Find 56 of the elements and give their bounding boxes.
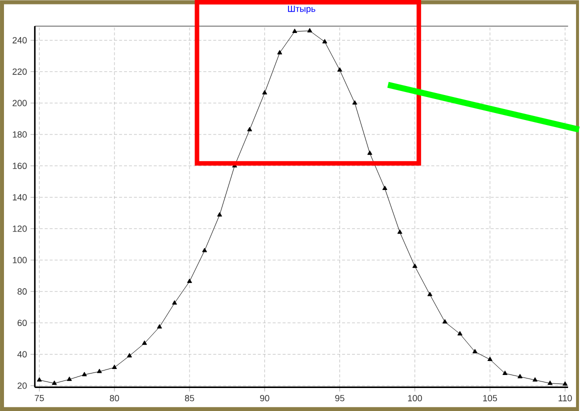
x-tick-label: 100 (408, 394, 422, 402)
y-tick-label: 220 (12, 68, 27, 75)
y-tick-label: 200 (12, 100, 27, 106)
point (157, 324, 162, 328)
y-tick-label: 20 (18, 382, 27, 389)
point (367, 150, 372, 155)
point (442, 319, 448, 324)
point (66, 376, 72, 381)
x-tick-label: 95 (335, 394, 344, 402)
point (126, 352, 132, 358)
point (352, 100, 358, 105)
point (397, 229, 402, 234)
point (382, 186, 388, 190)
point (142, 340, 147, 345)
point (96, 368, 102, 374)
point (247, 126, 252, 132)
point (187, 278, 192, 283)
y-tick-label: 80 (18, 288, 27, 295)
point (548, 380, 553, 385)
point (487, 356, 492, 361)
point (217, 212, 222, 216)
chart-title: Штырь (288, 6, 316, 14)
point (262, 90, 268, 94)
y-tick-label: 240 (12, 37, 27, 44)
point (52, 380, 57, 385)
point (307, 28, 312, 32)
y-tick-label: 140 (12, 194, 27, 200)
point (202, 248, 208, 252)
point (292, 28, 298, 33)
x-tick-label: 85 (184, 394, 194, 402)
point (472, 348, 478, 354)
point (322, 38, 328, 44)
point (532, 377, 538, 382)
y-tick-label: 60 (18, 320, 27, 326)
point (562, 381, 568, 386)
point (172, 300, 178, 305)
point (427, 292, 432, 296)
x-tick-label: 105 (483, 394, 498, 402)
y-tick-label: 40 (17, 351, 27, 358)
y-tick-label: 120 (12, 225, 27, 232)
x-tick-label: 110 (558, 394, 572, 402)
x-tick-label: 75 (34, 394, 44, 402)
point (277, 50, 282, 54)
y-tick-label: 100 (12, 256, 27, 264)
point (502, 370, 508, 375)
y-tick-label: 180 (12, 131, 27, 138)
point (518, 374, 522, 378)
point (412, 263, 418, 268)
point (337, 67, 342, 72)
point (36, 377, 42, 382)
point (457, 330, 462, 336)
point (82, 372, 87, 376)
x-tick-label: 80 (110, 394, 120, 402)
y-tick-label: 160 (12, 162, 27, 169)
x-tick-label: 90 (260, 394, 270, 402)
point (112, 364, 117, 369)
